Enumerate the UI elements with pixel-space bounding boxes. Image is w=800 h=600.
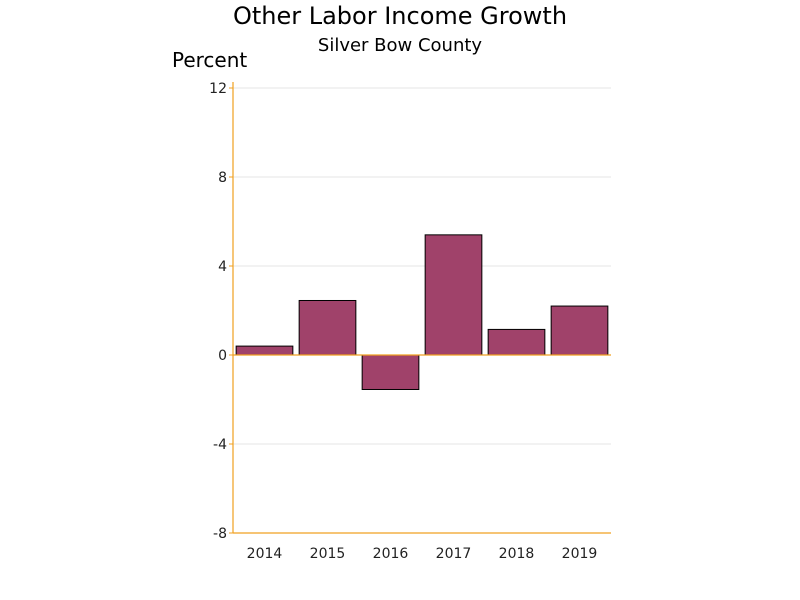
bar-2019 [550,305,609,356]
x-tick-label: 2018 [499,546,535,562]
y-axis-label: Percent [172,48,247,72]
y-tick-label: -8 [213,526,227,542]
bar-2018 [487,328,546,356]
bar-2017 [424,234,483,356]
bar-2014 [235,345,294,356]
bars [235,234,609,390]
bar-2016 [361,354,420,390]
x-tick-label: 2016 [373,546,409,562]
y-tick-label: -4 [213,437,227,453]
chart-title: Other Labor Income Growth [233,2,567,30]
y-tick-label: 0 [218,348,227,364]
y-tick-label: 8 [218,170,227,186]
x-tick-label: 2015 [310,546,346,562]
y-tick-labels: -8 -4 0 4 8 12 [209,81,227,542]
x-tick-label: 2014 [247,546,283,562]
chart-subtitle: Silver Bow County [318,35,483,56]
bar-2015 [298,299,357,356]
x-tick-labels: 2014 2015 2016 2017 2018 2019 [247,546,598,562]
x-tick-label: 2019 [562,546,598,562]
y-tick-label: 4 [218,259,227,275]
axes [229,82,611,534]
y-tick-label: 12 [209,81,227,97]
x-tick-label: 2017 [436,546,472,562]
